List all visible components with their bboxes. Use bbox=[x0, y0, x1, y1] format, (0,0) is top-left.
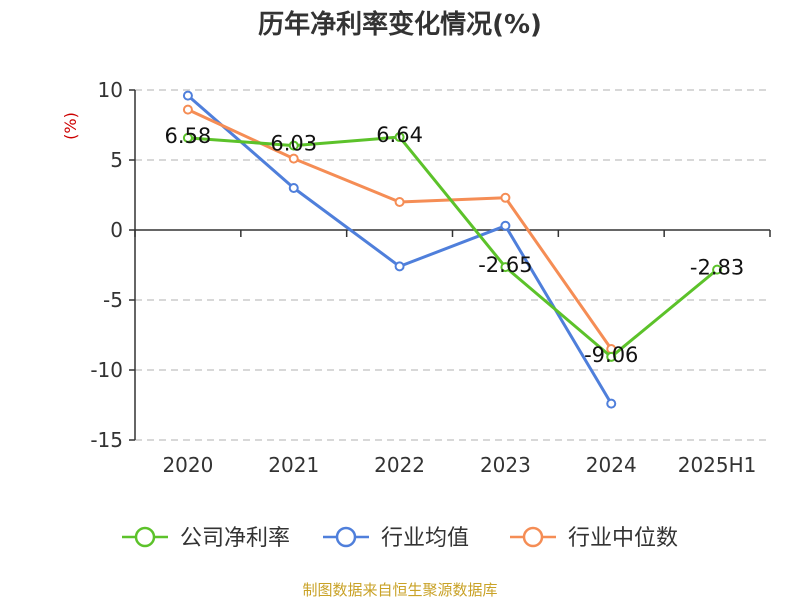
y-tick-label: 0 bbox=[110, 218, 123, 242]
legend-marker bbox=[134, 526, 156, 548]
x-tick-label: 2023 bbox=[480, 453, 531, 477]
y-tick-label: -5 bbox=[103, 288, 123, 312]
legend-label: 行业中位数 bbox=[568, 526, 678, 551]
series-1 bbox=[182, 90, 617, 409]
y-tick-label: -10 bbox=[90, 358, 123, 382]
data-point bbox=[182, 132, 193, 143]
series-lines bbox=[182, 90, 723, 409]
series-0 bbox=[182, 132, 723, 362]
x-tick-label: 2020 bbox=[162, 453, 213, 477]
legend-item: 行业均值 bbox=[323, 526, 469, 551]
grid-lines bbox=[135, 89, 770, 441]
x-tick-label: 2022 bbox=[374, 453, 425, 477]
data-point bbox=[394, 132, 405, 143]
y-tick-label: 5 bbox=[110, 148, 123, 172]
data-point bbox=[500, 220, 511, 231]
legend-marker bbox=[522, 526, 544, 548]
chart-title: 历年净利率变化情况(%) bbox=[258, 9, 542, 40]
data-point bbox=[394, 261, 405, 272]
x-tick-label: 2024 bbox=[586, 453, 637, 477]
y-tick-label: -15 bbox=[90, 428, 123, 452]
data-point bbox=[606, 398, 617, 409]
x-tick-label: 2021 bbox=[268, 453, 319, 477]
data-point bbox=[182, 90, 193, 101]
data-point bbox=[288, 153, 299, 164]
data-labels: 6.58 6.03 6.64 -2.65 -9.06 -2.83 bbox=[165, 123, 745, 367]
x-tick-label: 2025H1 bbox=[678, 453, 757, 477]
legend-item: 行业中位数 bbox=[510, 526, 678, 551]
axes: 10 5 0 -5 -10 -15 2020 2021 2022 2023 2024 2025H1 bbox=[90, 78, 771, 477]
legend-label: 公司净利率 bbox=[180, 526, 290, 551]
data-point bbox=[712, 264, 723, 275]
data-source-note: 制图数据来自恒生聚源数据库 bbox=[302, 581, 497, 599]
data-point bbox=[182, 104, 193, 115]
data-label: 6.64 bbox=[376, 123, 423, 147]
data-point bbox=[500, 192, 511, 203]
data-label: 6.58 bbox=[165, 124, 212, 148]
data-label: -9.06 bbox=[584, 343, 638, 367]
legend-marker bbox=[335, 526, 357, 548]
legend: 公司净利率 行业均值 行业中位数 bbox=[122, 526, 678, 551]
data-point bbox=[500, 262, 511, 273]
legend-item: 公司净利率 bbox=[122, 526, 290, 551]
y-tick-label: 10 bbox=[98, 78, 123, 102]
data-point bbox=[288, 140, 299, 151]
y-axis-unit-label: (%) bbox=[61, 112, 80, 140]
data-label: 6.03 bbox=[270, 132, 317, 156]
data-label: -2.83 bbox=[690, 256, 744, 280]
data-point bbox=[288, 183, 299, 193]
data-point bbox=[394, 197, 405, 207]
legend-label: 行业均值 bbox=[381, 526, 469, 551]
series-line bbox=[187, 135, 719, 359]
data-point bbox=[606, 351, 617, 362]
data-label: -2.65 bbox=[478, 253, 532, 277]
